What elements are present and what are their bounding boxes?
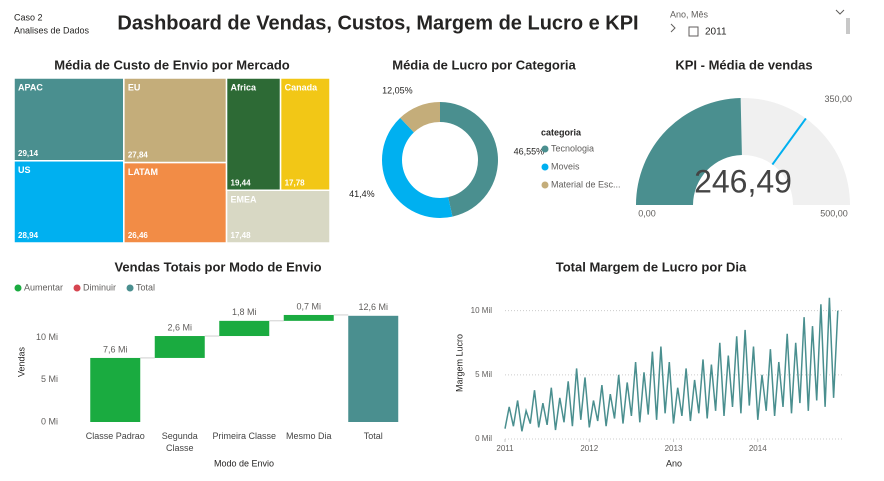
waterfall-bar — [154, 336, 205, 358]
x-tick-label-box: Segunda Classe — [161, 431, 198, 453]
tile-label: EU — [128, 82, 141, 92]
scrollbar[interactable] — [846, 18, 850, 34]
y-tick-label: 5 Mi — [41, 374, 58, 384]
legend-marker — [541, 181, 549, 189]
x-tick-label: Classe Padrao — [85, 431, 145, 441]
gauge-target — [771, 117, 807, 166]
tile-label: Canada — [285, 82, 319, 92]
data-label: 7,6 Mi — [103, 344, 128, 354]
chart-title: Média de Custo de Envio por Mercado — [54, 57, 290, 72]
data-label: 1,8 Mi — [232, 307, 257, 317]
chart-title: Total Margem de Lucro por Dia — [556, 259, 747, 274]
data-label: 12,6 Mi — [358, 302, 388, 312]
x-tick-label: 2014 — [749, 444, 767, 453]
waterfall-bar — [90, 357, 141, 422]
tile-value: 26,46 — [128, 231, 149, 240]
chart-title: Vendas Totais por Modo de Envio — [114, 259, 321, 274]
treemap-tile — [225, 189, 331, 244]
legend-marker — [73, 284, 81, 292]
legend-marker — [126, 284, 134, 292]
gauge-min-label: 0,00 — [638, 208, 656, 218]
legend-label: Aumentar — [24, 282, 63, 292]
slicer-item[interactable]: 2011 — [705, 27, 727, 38]
data-label: 0,7 Mi — [296, 301, 321, 311]
y-axis-label: Margem Lucro — [454, 334, 464, 392]
legend-label: Tecnologia — [551, 143, 594, 153]
x-tick-label: Mesmo Dia — [285, 431, 332, 441]
x-axis-label: Modo de Envio — [214, 458, 274, 468]
x-tick-label: Segunda Classe — [161, 431, 198, 453]
data-label: 41,4% — [349, 189, 375, 199]
treemap-tile — [13, 160, 125, 244]
line-series — [504, 297, 839, 432]
data-label: 12,05% — [382, 86, 413, 96]
slicer-chevron[interactable] — [835, 9, 845, 15]
y-tick-label: 5 Mil — [475, 370, 492, 379]
y-axis-label: Vendas — [16, 346, 26, 377]
gauge-value-label: 246,49 — [694, 163, 792, 199]
treemap-tile — [225, 77, 282, 192]
chart-title: KPI - Média de vendas — [675, 57, 812, 72]
tile-value: 19,44 — [231, 178, 252, 187]
legend-title: categoria — [541, 127, 582, 137]
x-tick-label-box: Primeira Classe — [212, 431, 276, 441]
data-label: 46,55% — [514, 146, 545, 156]
slicer-expand[interactable] — [670, 23, 676, 33]
x-tick-label: Total — [363, 431, 383, 441]
tile-label: APAC — [18, 82, 43, 92]
x-tick-label: 2012 — [580, 444, 598, 453]
tile-label: Africa — [231, 82, 258, 92]
tile-label: LATAM — [128, 167, 158, 177]
slicer-checkbox[interactable] — [688, 26, 699, 37]
legend-label: Total — [136, 282, 155, 292]
tile-label: EMEA — [231, 195, 258, 205]
treemap-tile — [123, 77, 228, 164]
legend-label: Diminuir — [83, 282, 116, 292]
tile-value: 27,84 — [128, 151, 149, 160]
x-tick-label-box: Classe Padrao — [85, 431, 145, 441]
slicer-label: Ano, Mês — [670, 9, 709, 19]
tile-value: 17,78 — [285, 178, 306, 187]
x-axis-label: Ano — [666, 458, 682, 468]
waterfall-bar — [283, 314, 334, 321]
x-tick-label: 2013 — [665, 444, 683, 453]
y-tick-label: 10 Mil — [471, 306, 493, 315]
tile-value: 29,14 — [18, 149, 39, 158]
tile-value: 17,48 — [231, 231, 252, 240]
waterfall-bar — [348, 315, 399, 422]
legend-marker — [541, 145, 549, 153]
chart-title: Média de Lucro por Categoria — [392, 57, 576, 72]
subtitle: Analises de Dados — [14, 25, 90, 35]
legend-marker — [541, 163, 549, 171]
y-tick-label: 10 Mi — [36, 332, 58, 342]
legend-label: Moveis — [551, 161, 580, 171]
gauge-target-label: 350,00 — [824, 94, 852, 104]
legend-label: Material de Esc... — [551, 179, 621, 189]
dashboard-title: Dashboard de Vendas, Custos, Margem de L… — [117, 12, 638, 34]
tile-label: US — [18, 165, 31, 175]
gauge-value — [636, 98, 742, 205]
x-tick-label-box: Mesmo Dia — [285, 431, 332, 441]
x-tick-label-box: Total — [363, 431, 383, 441]
case-label: Caso 2 — [14, 12, 43, 22]
x-tick-label: Primeira Classe — [212, 431, 276, 441]
donut-slice — [400, 102, 440, 133]
y-tick-label: 0 Mi — [41, 416, 58, 426]
data-label: 2,6 Mi — [167, 322, 192, 332]
waterfall-bar — [219, 320, 270, 337]
legend-marker — [14, 284, 22, 292]
y-tick-label: 0 Mil — [475, 434, 492, 443]
tile-value: 28,94 — [18, 231, 39, 240]
donut-slice — [440, 102, 498, 217]
treemap-tile — [13, 77, 125, 162]
treemap-tile — [279, 77, 331, 192]
donut-slice — [382, 117, 453, 218]
x-tick-label: 2011 — [496, 444, 514, 453]
gauge-max-label: 500,00 — [820, 208, 848, 218]
